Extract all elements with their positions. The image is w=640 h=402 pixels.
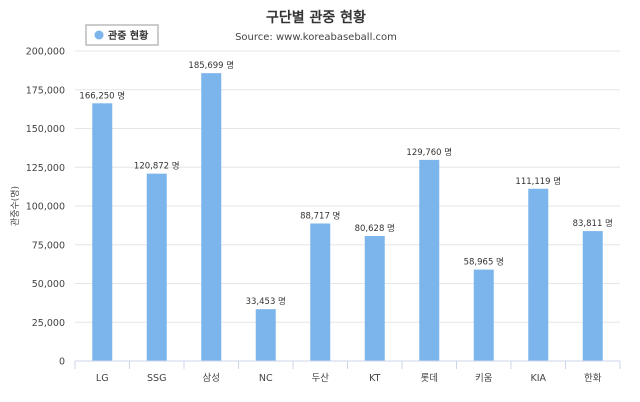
x-tick-label: 한화 bbox=[584, 373, 602, 384]
legend-marker bbox=[94, 30, 104, 40]
x-tick-label: 두산 bbox=[312, 373, 330, 384]
data-label: 120,872 명 bbox=[134, 161, 180, 172]
bar-한화[interactable] bbox=[582, 231, 603, 361]
bar-롯데[interactable] bbox=[419, 159, 440, 361]
bar-두산[interactable] bbox=[310, 223, 331, 361]
bar-키움[interactable] bbox=[473, 269, 494, 361]
bar-SSG[interactable] bbox=[146, 173, 167, 361]
legend-label: 관중 현황 bbox=[108, 29, 149, 42]
y-tick-label: 200,000 bbox=[26, 47, 65, 58]
chart-title: 구단별 관중 현황 bbox=[266, 9, 366, 26]
y-tick-label: 150,000 bbox=[26, 124, 65, 135]
legend-box bbox=[85, 24, 159, 46]
data-label: 33,453 명 bbox=[246, 296, 286, 307]
y-tick-label: 50,000 bbox=[32, 279, 65, 290]
x-tick-label: 삼성 bbox=[203, 373, 220, 384]
y-axis-label: 관중수(명) bbox=[10, 186, 21, 226]
data-label: 129,760 명 bbox=[406, 147, 452, 158]
x-tick-label: NC bbox=[259, 373, 273, 384]
x-tick-label: KT bbox=[369, 373, 380, 384]
data-label: 111,119 명 bbox=[515, 176, 561, 187]
data-label: 80,628 명 bbox=[355, 223, 395, 234]
y-tick-label: 100,000 bbox=[26, 202, 65, 213]
chart-subtitle: Source: www.koreabaseball.com bbox=[235, 32, 397, 43]
x-tick-label: 롯데 bbox=[421, 373, 438, 384]
y-tick-label: 175,000 bbox=[26, 85, 65, 96]
y-tick-label: 125,000 bbox=[26, 163, 65, 174]
x-tick-label: KIA bbox=[530, 373, 546, 384]
bar-삼성[interactable] bbox=[201, 73, 222, 361]
data-label: 88,717 명 bbox=[300, 210, 340, 221]
x-tick-label: SSG bbox=[147, 373, 166, 384]
bar-NC[interactable] bbox=[255, 309, 276, 361]
bar-LG[interactable] bbox=[92, 103, 113, 361]
bar-KT[interactable] bbox=[364, 236, 385, 361]
x-tick-label: 키움 bbox=[475, 373, 493, 384]
y-tick-label: 25,000 bbox=[32, 318, 65, 329]
y-tick-label: 75,000 bbox=[32, 240, 65, 251]
data-label: 83,811 명 bbox=[573, 218, 613, 229]
data-label: 58,965 명 bbox=[464, 257, 504, 268]
data-label: 166,250 명 bbox=[79, 90, 125, 101]
x-tick-label: LG bbox=[96, 373, 109, 384]
bar-KIA[interactable] bbox=[528, 188, 549, 361]
legend[interactable]: 관중 현황 bbox=[85, 24, 159, 46]
y-tick-label: 0 bbox=[59, 357, 65, 368]
data-label: 185,699 명 bbox=[188, 60, 234, 71]
